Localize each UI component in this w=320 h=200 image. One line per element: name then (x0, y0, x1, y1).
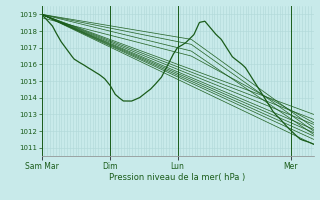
X-axis label: Pression niveau de la mer( hPa ): Pression niveau de la mer( hPa ) (109, 173, 246, 182)
